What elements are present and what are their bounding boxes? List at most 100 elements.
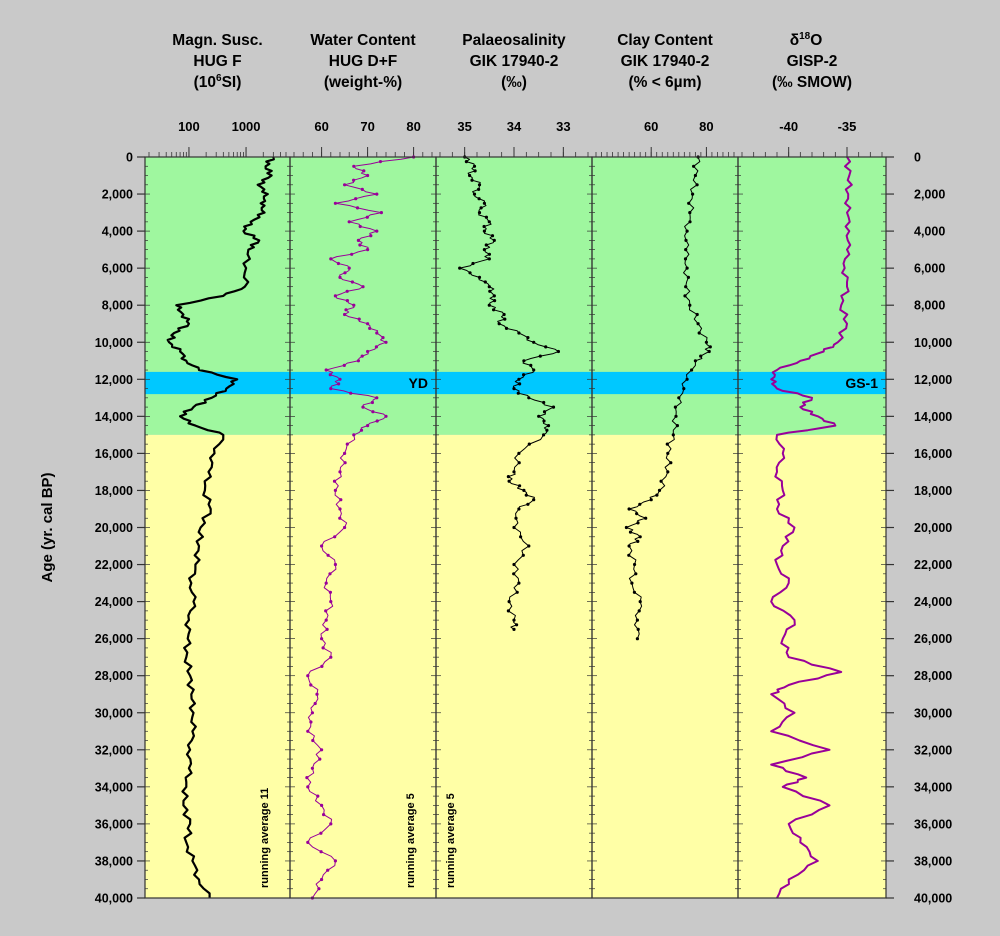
data-point	[366, 349, 370, 354]
age-tick-label-right: 14,000	[914, 410, 952, 424]
data-point	[492, 294, 496, 298]
age-tick-label-right: 32,000	[914, 743, 952, 757]
data-point	[483, 280, 487, 284]
data-point	[673, 405, 678, 409]
age-tick-label-left: 30,000	[95, 706, 133, 720]
data-point	[311, 738, 315, 743]
data-point	[685, 229, 689, 233]
data-point	[343, 312, 347, 317]
age-tick-label-right: 12,000	[914, 373, 952, 387]
data-point	[503, 317, 507, 321]
data-point	[361, 285, 365, 289]
data-point	[504, 326, 509, 330]
data-point	[375, 396, 379, 400]
data-point	[635, 511, 639, 516]
data-point	[693, 359, 698, 363]
data-point	[638, 502, 642, 506]
data-point	[695, 183, 699, 187]
data-point	[512, 627, 516, 632]
data-point	[516, 391, 520, 395]
data-point	[687, 201, 691, 205]
data-point	[345, 442, 349, 446]
panel-title: δ18O	[790, 31, 823, 49]
age-tick-label-left: 28,000	[95, 669, 133, 683]
data-point	[675, 424, 680, 428]
age-tick-label-right: 18,000	[914, 484, 952, 498]
data-point	[522, 488, 526, 492]
data-point	[352, 303, 356, 307]
data-point	[464, 160, 468, 164]
data-point	[527, 544, 531, 548]
data-point	[636, 627, 640, 632]
data-point	[316, 794, 320, 798]
data-point	[487, 257, 491, 261]
data-point	[659, 479, 663, 483]
data-point	[359, 428, 364, 432]
x-tick-label: -35	[838, 119, 857, 134]
event-label: GS-1	[845, 375, 878, 391]
panel-frame	[737, 156, 887, 899]
age-tick-label-left: 10,000	[95, 336, 133, 350]
data-point	[329, 655, 333, 659]
data-point	[375, 419, 379, 423]
data-point	[306, 785, 310, 789]
data-point	[337, 382, 341, 386]
data-point	[684, 285, 688, 289]
data-point	[632, 590, 637, 594]
age-tick-label-left: 34,000	[95, 780, 133, 794]
data-point	[666, 451, 670, 455]
data-point	[517, 377, 521, 381]
data-point	[325, 627, 329, 632]
data-point	[542, 433, 546, 437]
data-point	[472, 164, 477, 168]
data-point	[683, 257, 688, 261]
chart-labels: 0 0 2,000 2,000 4,000 4,000 6,000 6,000 8,000 8,0…	[39, 31, 952, 906]
data-point	[345, 289, 349, 293]
data-point	[517, 461, 521, 465]
data-point	[328, 590, 332, 594]
data-point	[638, 600, 642, 604]
data-point	[355, 206, 360, 210]
data-point	[512, 572, 516, 576]
panel-title: (‰)	[501, 74, 527, 91]
panel-title: HUG F	[193, 53, 241, 70]
data-point	[627, 544, 631, 548]
age-tick-label-left: 6,000	[102, 262, 133, 276]
data-point	[544, 345, 548, 349]
data-point	[633, 562, 637, 567]
data-point	[356, 238, 360, 242]
data-point	[628, 530, 633, 534]
data-point	[477, 275, 482, 279]
data-point	[329, 257, 333, 261]
data-point	[542, 400, 546, 405]
data-point	[688, 220, 692, 224]
data-point	[477, 183, 482, 187]
data-point	[542, 419, 546, 423]
x-tick-label: 33	[556, 119, 570, 134]
data-point	[482, 248, 486, 252]
data-point	[472, 192, 477, 196]
data-point	[502, 312, 506, 317]
data-point	[529, 363, 533, 367]
age-tick-label-left: 2,000	[102, 188, 133, 202]
data-point	[690, 368, 694, 372]
data-point	[657, 488, 662, 492]
data-point	[366, 248, 370, 252]
data-point	[545, 428, 549, 432]
data-point	[515, 623, 519, 627]
data-point	[482, 224, 486, 229]
panel-title: Water Content	[310, 32, 415, 49]
data-point	[685, 377, 689, 381]
data-point	[360, 354, 364, 358]
data-point	[320, 544, 324, 548]
data-point	[350, 280, 354, 284]
data-point	[696, 322, 700, 326]
data-point	[546, 424, 551, 428]
data-point	[532, 498, 536, 502]
data-point	[688, 303, 692, 307]
data-point	[339, 498, 343, 502]
age-tick-label-right: 40,000	[914, 892, 952, 906]
data-point	[468, 271, 472, 275]
data-point	[369, 234, 373, 238]
data-point	[338, 275, 342, 279]
